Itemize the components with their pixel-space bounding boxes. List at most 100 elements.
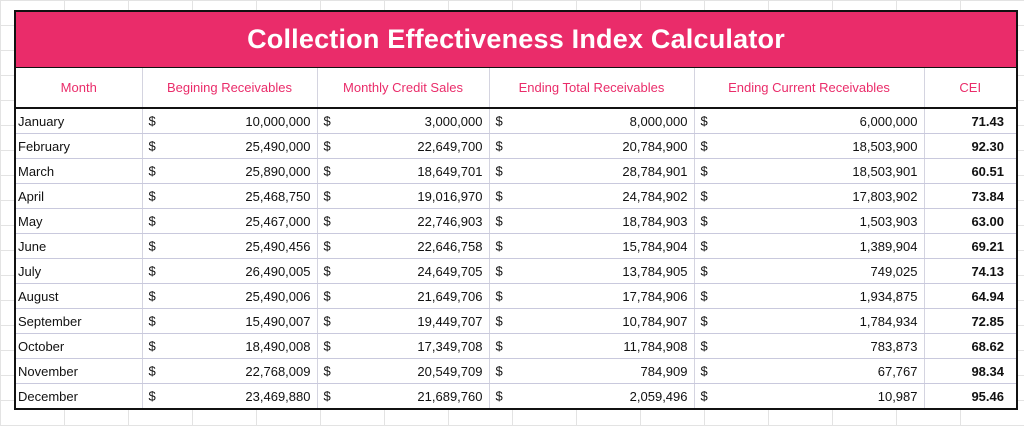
cell-monthly-credit-sales[interactable]: $19,016,970 [317,183,490,209]
cell-ending-current-receivables[interactable]: $6,000,000 [694,108,925,134]
table-row: January $10,000,000 $3,000,000 $8,000,000 $6… [16,108,1016,134]
cell-monthly-credit-sales[interactable]: $24,649,705 [317,258,490,284]
cell-ending-current-receivables[interactable]: $17,803,902 [694,183,925,209]
cell-monthly-credit-sales[interactable]: $18,649,701 [317,158,490,184]
cell-month[interactable]: January [16,108,143,134]
amount-value: 1,503,903 [859,213,918,229]
cell-ending-current-receivables[interactable]: $18,503,901 [694,158,925,184]
cell-monthly-credit-sales[interactable]: $22,649,700 [317,133,490,159]
amount-value: 21,649,706 [417,288,483,304]
cell-cei[interactable]: 69.21 [924,233,1016,259]
header-month[interactable]: Month [16,68,143,109]
cell-monthly-credit-sales[interactable]: $17,349,708 [317,333,490,359]
cell-ending-current-receivables[interactable]: $10,987 [694,383,925,408]
cell-month[interactable]: March [16,158,143,184]
cell-beginning-receivables[interactable]: $25,490,000 [142,133,318,159]
amount-value: 15,784,904 [622,238,688,254]
cell-monthly-credit-sales[interactable]: $22,746,903 [317,208,490,234]
cell-beginning-receivables[interactable]: $25,468,750 [142,183,318,209]
cell-monthly-credit-sales[interactable]: $21,689,760 [317,383,490,408]
header-cei[interactable]: CEI [924,68,1016,109]
currency-symbol: $ [495,213,503,229]
cell-beginning-receivables[interactable]: $22,768,009 [142,358,318,384]
cell-month[interactable]: June [16,233,143,259]
cell-ending-total-receivables[interactable]: $13,784,905 [489,258,695,284]
cell-cei[interactable]: 64.94 [924,283,1016,309]
cell-ending-total-receivables[interactable]: $15,784,904 [489,233,695,259]
cell-cei[interactable]: 98.34 [924,358,1016,384]
header-ending-total-receivables[interactable]: Ending Total Receivables [489,68,695,109]
header-ending-current-receivables[interactable]: Ending Current Receivables [694,68,925,109]
cell-cei[interactable]: 95.46 [971,388,1004,404]
cell-monthly-credit-sales[interactable]: $22,646,758 [317,233,490,259]
header-beginning-receivables[interactable]: Begining Receivables [142,68,318,109]
amount-value: 19,016,970 [417,188,483,204]
amount-value: 17,784,906 [622,288,688,304]
currency-symbol: $ [700,388,708,404]
currency-symbol: $ [148,188,156,204]
table-row: October $18,490,008 $17,349,708 $11,784,908… [16,333,1016,359]
cell-monthly-credit-sales[interactable]: $21,649,706 [317,283,490,309]
cell-ending-total-receivables[interactable]: $20,784,900 [489,133,695,159]
cell-beginning-receivables[interactable]: $25,490,006 [142,283,318,309]
cell-cei[interactable]: 92.30 [924,133,1016,159]
cell-ending-total-receivables[interactable]: $10,784,907 [489,308,695,334]
cell-beginning-receivables[interactable]: $18,490,008 [142,333,318,359]
currency-symbol: $ [323,313,331,329]
cell-cei[interactable]: 63.00 [924,208,1016,234]
cell-ending-total-receivables[interactable]: $28,784,901 [489,158,695,184]
cell-ending-current-receivables[interactable]: $1,503,903 [694,208,925,234]
cell-ending-total-receivables[interactable]: $18,784,903 [489,208,695,234]
cell-month[interactable]: February [16,133,143,159]
cell-ending-total-receivables[interactable]: $24,784,902 [489,183,695,209]
cell-cei[interactable]: 60.51 [924,158,1016,184]
amount-value: 17,349,708 [417,338,483,354]
cell-monthly-credit-sales[interactable]: $20,549,709 [317,358,490,384]
cell-ending-current-receivables[interactable]: $67,767 [694,358,925,384]
cell-month[interactable]: August [16,283,143,309]
cell-monthly-credit-sales[interactable]: $19,449,707 [317,308,490,334]
cell-ending-current-receivables[interactable]: $749,025 [694,258,925,284]
cell-month[interactable]: October [16,333,143,359]
cell-ending-current-receivables[interactable]: $1,934,875 [694,283,925,309]
cell-beginning-receivables[interactable]: $26,490,005 [142,258,318,284]
cell-month[interactable]: December [16,383,143,408]
cell-beginning-receivables[interactable]: $25,490,456 [142,233,318,259]
cell-beginning-receivables[interactable]: $10,000,000 [142,108,318,134]
header-monthly-credit-sales[interactable]: Monthly Credit Sales [317,68,490,109]
amount-value: 25,490,456 [245,238,311,254]
amount-value: 22,768,009 [245,363,311,379]
table-row: August $25,490,006 $21,649,706 $17,784,906 $… [16,283,1016,309]
cell-ending-total-receivables[interactable]: $784,909 [489,358,695,384]
currency-symbol: $ [148,363,156,379]
amount-value: 18,490,008 [245,338,311,354]
cell-month[interactable]: September [16,308,143,334]
amount-value: 25,490,000 [245,138,311,154]
amount-value: 25,468,750 [245,188,311,204]
cell-monthly-credit-sales[interactable]: $3,000,000 [317,108,490,134]
cell-beginning-receivables[interactable]: $25,890,000 [142,158,318,184]
cell-month[interactable]: November [16,358,143,384]
amount-value: 26,490,005 [245,263,311,279]
cell-cei[interactable]: 72.85 [924,308,1016,334]
cell-ending-current-receivables[interactable]: $1,784,934 [694,308,925,334]
cell-ending-current-receivables[interactable]: $1,389,904 [694,233,925,259]
cell-ending-current-receivables[interactable]: $18,503,900 [694,133,925,159]
cell-beginning-receivables[interactable]: $23,469,880 [142,383,318,408]
cell-cei[interactable]: 73.84 [924,183,1016,209]
amount-value: 783,873 [870,338,918,354]
cell-month[interactable]: July [16,258,143,284]
cell-cei[interactable]: 71.43 [924,108,1016,134]
cell-cei[interactable]: 68.62 [924,333,1016,359]
cell-cei[interactable]: 74.13 [924,258,1016,284]
cell-ending-current-receivables[interactable]: $783,873 [694,333,925,359]
cell-month[interactable]: May [16,208,143,234]
cell-ending-total-receivables[interactable]: $11,784,908 [489,333,695,359]
cell-ending-total-receivables[interactable]: $17,784,906 [489,283,695,309]
cell-beginning-receivables[interactable]: $25,467,000 [142,208,318,234]
cell-ending-total-receivables[interactable]: $2,059,496 [489,383,695,408]
cell-month[interactable]: April [16,183,143,209]
cell-beginning-receivables[interactable]: $15,490,007 [142,308,318,334]
cell-ending-total-receivables[interactable]: $8,000,000 [489,108,695,134]
amount-value: 11,784,908 [623,338,688,354]
